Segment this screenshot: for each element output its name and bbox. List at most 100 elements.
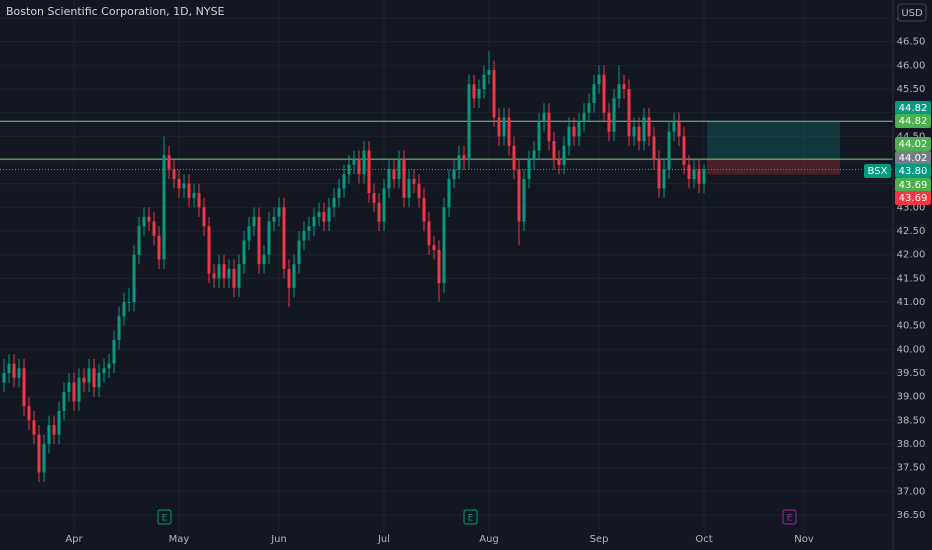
candle-body bbox=[402, 160, 406, 198]
candle-body bbox=[537, 122, 541, 151]
price-label-box bbox=[895, 137, 931, 151]
x-tick-label: Jul bbox=[377, 534, 390, 545]
candle-body bbox=[597, 74, 601, 85]
candle-body bbox=[122, 302, 126, 317]
candle-body bbox=[387, 169, 391, 189]
candle-body bbox=[7, 363, 11, 374]
currency[interactable]: USD bbox=[901, 8, 923, 19]
target-zone bbox=[707, 121, 840, 160]
candle-body bbox=[12, 363, 16, 378]
candle-body bbox=[227, 268, 231, 279]
candle-body bbox=[162, 155, 166, 260]
candle-body bbox=[232, 268, 236, 288]
earnings-marker[interactable]: E bbox=[463, 509, 478, 525]
candle-body bbox=[252, 216, 256, 227]
earnings-marker[interactable]: E bbox=[157, 509, 172, 525]
candle-body bbox=[277, 207, 281, 217]
y-tick-label: 39.00 bbox=[897, 392, 926, 403]
candle-body bbox=[82, 377, 86, 383]
candle-body bbox=[417, 183, 421, 198]
y-tick-label: 42.50 bbox=[897, 226, 926, 237]
candle-body bbox=[557, 160, 561, 165]
candle-body bbox=[202, 207, 206, 227]
candle-body bbox=[142, 216, 146, 227]
candle-body bbox=[632, 126, 636, 137]
candle-body bbox=[137, 226, 141, 255]
price-label: 44.82 bbox=[899, 103, 928, 114]
y-tick-label: 45.50 bbox=[897, 84, 926, 95]
price-label-box bbox=[895, 151, 931, 165]
candle-body bbox=[62, 391, 66, 411]
candle-body bbox=[502, 117, 506, 137]
candle-body bbox=[212, 273, 216, 279]
x-tick-label: Apr bbox=[65, 534, 83, 545]
y-tick-label: 41.00 bbox=[897, 297, 926, 308]
candle-body bbox=[87, 368, 91, 383]
candle-body bbox=[112, 339, 116, 364]
candle-body bbox=[677, 122, 681, 137]
earnings-label[interactable]: E bbox=[468, 514, 474, 524]
candle-body bbox=[687, 164, 691, 179]
candle-body bbox=[117, 316, 121, 340]
candle-body bbox=[692, 169, 696, 179]
candle-body bbox=[672, 122, 676, 132]
candle-body bbox=[662, 169, 666, 189]
candle-body bbox=[467, 84, 471, 161]
candle-body bbox=[432, 245, 436, 250]
axis-background bbox=[893, 0, 932, 550]
earnings-marker[interactable]: E bbox=[782, 509, 797, 525]
candle-body bbox=[587, 103, 591, 113]
candle-body bbox=[377, 202, 381, 222]
candle-body bbox=[347, 164, 351, 175]
candle-body bbox=[17, 368, 21, 378]
y-tick-label: 41.50 bbox=[897, 273, 926, 284]
candle-body bbox=[577, 122, 581, 137]
candle-body bbox=[197, 193, 201, 208]
candle-body bbox=[27, 406, 31, 421]
candle-body bbox=[312, 216, 316, 227]
candle-body bbox=[527, 160, 531, 179]
candle-body bbox=[67, 382, 71, 392]
candle-body bbox=[92, 368, 96, 388]
candle-body bbox=[267, 221, 271, 255]
candle-body bbox=[207, 226, 211, 274]
candle-body bbox=[337, 188, 341, 198]
candle-body bbox=[372, 193, 376, 203]
earnings-label[interactable]: E bbox=[162, 514, 168, 524]
candle-body bbox=[107, 363, 111, 369]
candle-body bbox=[157, 235, 161, 260]
y-tick-label: 37.00 bbox=[897, 486, 926, 497]
candle-body bbox=[127, 302, 131, 304]
y-tick-label: 42.00 bbox=[897, 250, 926, 261]
candles bbox=[2, 51, 706, 482]
candle-body bbox=[507, 117, 511, 146]
candle-body bbox=[532, 150, 536, 161]
candle-body bbox=[567, 126, 571, 146]
candle-body bbox=[427, 221, 431, 246]
candle-body bbox=[452, 169, 456, 179]
symbol-box bbox=[864, 164, 891, 178]
candle-body bbox=[412, 178, 416, 184]
candle-body bbox=[382, 188, 386, 222]
candle-body bbox=[102, 368, 106, 374]
candle-body bbox=[187, 183, 191, 198]
candle-body bbox=[352, 160, 356, 165]
currency-box[interactable] bbox=[897, 3, 927, 22]
candle-body bbox=[332, 197, 336, 208]
last-price-label: 43.80 bbox=[899, 166, 928, 177]
candle-body bbox=[627, 89, 631, 137]
symbol-label: BSX bbox=[868, 166, 888, 177]
price-label: 43.69 bbox=[899, 193, 928, 204]
last-price-box bbox=[895, 164, 931, 178]
price-label: 44.02 bbox=[899, 139, 928, 150]
candle-body bbox=[367, 150, 371, 194]
candle-body bbox=[342, 174, 346, 189]
x-tick-label: Aug bbox=[479, 534, 499, 545]
stop-zone bbox=[707, 159, 840, 175]
x-tick-label: May bbox=[169, 534, 190, 545]
earnings-label[interactable]: E bbox=[787, 514, 793, 524]
y-tick-label: 44.50 bbox=[897, 131, 926, 142]
candle-body bbox=[322, 212, 326, 222]
x-tick-label: Oct bbox=[695, 534, 712, 545]
